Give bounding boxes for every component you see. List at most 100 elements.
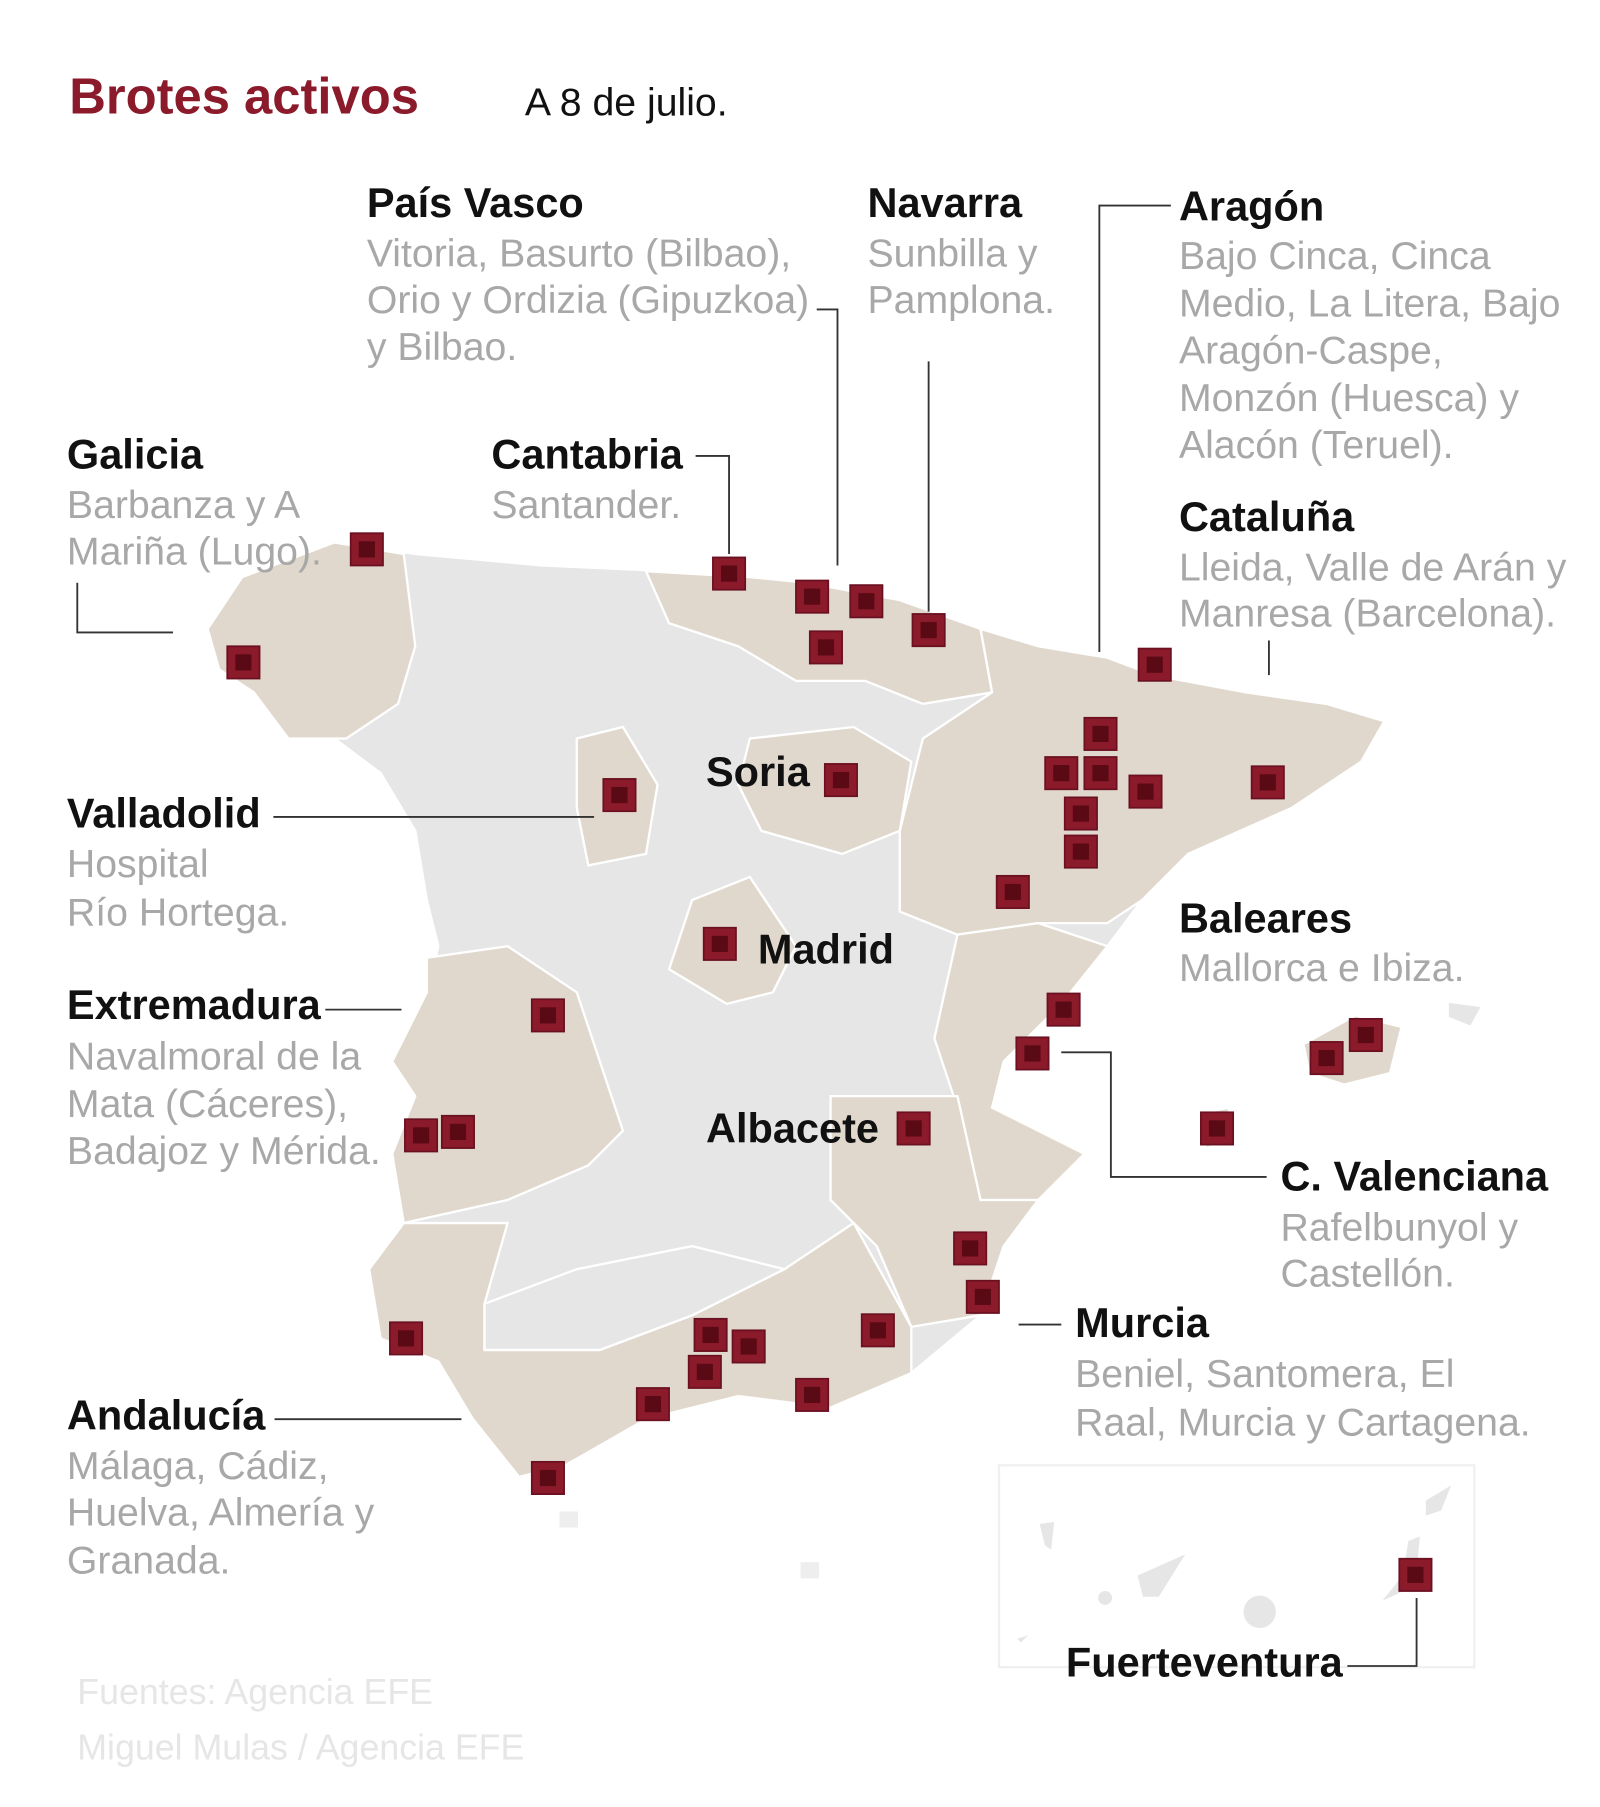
region-detail: y Bilbao.: [367, 325, 517, 369]
label-albacete: Albacete: [706, 1104, 879, 1151]
region-detail: Aragón-Caspe,: [1179, 329, 1443, 373]
region-detail: Navalmoral de la: [67, 1035, 361, 1079]
region-name: C. Valenciana: [1280, 1153, 1549, 1200]
outbreak-marker: [896, 1111, 931, 1146]
outbreak-marker: [226, 645, 261, 680]
melilla: [800, 1562, 820, 1579]
outbreak-marker: [440, 1114, 475, 1149]
outbreak-marker: [693, 1317, 728, 1352]
label-pais-vasco: País Vasco Vitoria, Basurto (Bilbao), Or…: [367, 179, 809, 369]
region-name: Galicia: [67, 431, 204, 478]
region-name: Aragón: [1179, 183, 1324, 230]
region-name: Cantabria: [491, 431, 683, 478]
outbreak-marker: [995, 874, 1030, 909]
region-detail: Lleida, Valle de Arán y: [1179, 546, 1567, 590]
ceuta: [559, 1511, 578, 1528]
region-detail: Bajo Cinca, Cinca: [1179, 234, 1491, 278]
region-detail: Vitoria, Basurto (Bilbao),: [367, 232, 791, 276]
outbreak-marker: [1063, 796, 1098, 831]
source-note: Fuentes: Agencia EFE: [77, 1672, 433, 1712]
region-name: Extremadura: [67, 981, 322, 1028]
region-name: Navarra: [867, 179, 1023, 226]
region-detail: Barbanza y A: [67, 483, 301, 527]
outbreak-marker: [687, 1354, 722, 1389]
region-detail: Medio, La Litera, Bajo: [1179, 281, 1561, 325]
outbreak-marker: [911, 613, 946, 648]
label-galicia: Galicia Barbanza y A Mariña (Lugo).: [67, 431, 322, 574]
credit-note: Miguel Mulas / Agencia EFE: [77, 1727, 524, 1767]
region-detail: Hospital: [67, 842, 209, 886]
region-detail: Mallorca e Ibiza.: [1179, 946, 1465, 990]
outbreak-marker: [1015, 1036, 1050, 1071]
region-detail: Málaga, Cádiz,: [67, 1444, 329, 1488]
label-valenciana: C. Valenciana Rafelbunyol y Castellón.: [1280, 1153, 1549, 1296]
label-fuerteventura: Fuerteventura: [1066, 1638, 1344, 1685]
label-valladolid: Valladolid Hospital Río Hortega.: [67, 789, 289, 934]
outbreak-marker: [349, 532, 384, 567]
label-andalucia: Andalucía Málaga, Cádiz, Huelva, Almería…: [67, 1392, 375, 1583]
region-name: Andalucía: [67, 1392, 266, 1439]
outbreak-marker: [808, 630, 843, 665]
outbreak-marker: [1398, 1557, 1433, 1592]
outbreak-marker: [1044, 756, 1079, 791]
region-detail: Raal, Murcia y Cartagena.: [1075, 1400, 1531, 1444]
outbreak-marker: [731, 1329, 766, 1364]
outbreak-marker: [849, 584, 884, 619]
region-detail: Badajoz y Mérida.: [67, 1129, 381, 1173]
outbreak-marker: [860, 1313, 895, 1348]
region-detail: Castellón.: [1280, 1251, 1454, 1295]
region-detail: Alacón (Teruel).: [1179, 423, 1454, 467]
outbreak-marker: [795, 1377, 830, 1412]
outbreak-marker: [1309, 1041, 1344, 1076]
label-baleares: Baleares Mallorca e Ibiza.: [1179, 894, 1465, 989]
outbreak-marker: [953, 1231, 988, 1266]
outbreak-marker: [702, 926, 737, 961]
outbreak-marker: [823, 763, 858, 798]
label-aragon: Aragón Bajo Cinca, Cinca Medio, La Liter…: [1179, 183, 1561, 468]
region-detail: Pamplona.: [867, 278, 1055, 322]
label-cataluna: Cataluña Lleida, Valle de Arán y Manresa…: [1179, 493, 1567, 636]
outbreak-marker: [602, 778, 637, 813]
region-galicia: [206, 541, 417, 740]
outbreak-marker: [530, 1460, 565, 1495]
label-extremadura: Extremadura Navalmoral de la Mata (Cácer…: [67, 981, 381, 1173]
region-detail: Rafelbunyol y: [1280, 1205, 1518, 1249]
region-name: Valladolid: [67, 789, 261, 836]
region-detail: Beniel, Santomera, El: [1075, 1352, 1454, 1396]
outbreak-marker: [1250, 765, 1285, 800]
label-soria: Soria: [706, 748, 811, 795]
connector-lines: [76, 204, 1418, 1667]
region-name: Murcia: [1075, 1299, 1210, 1346]
region-detail: Manresa (Barcelona).: [1179, 592, 1556, 636]
outbreak-marker: [1063, 834, 1098, 869]
region-detail: Mariña (Lugo).: [67, 529, 322, 573]
outbreak-marker: [635, 1387, 670, 1422]
region-detail: Sunbilla y: [867, 232, 1037, 276]
outbreak-marker: [965, 1279, 1000, 1314]
outbreak-markers: [226, 532, 1433, 1592]
outbreak-marker: [1083, 756, 1118, 791]
outbreak-marker: [1200, 1111, 1235, 1146]
region-detail: Granada.: [67, 1539, 231, 1583]
region-name: Cataluña: [1179, 493, 1355, 540]
region-detail: Río Hortega.: [67, 890, 289, 934]
region-detail: Mata (Cáceres),: [67, 1082, 348, 1126]
region-detail: Santander.: [491, 483, 681, 527]
region-name: Baleares: [1179, 894, 1352, 941]
region-castilla-interior: [483, 1244, 788, 1352]
outbreak-marker: [1046, 992, 1081, 1027]
region-detail: Huelva, Almería y: [67, 1490, 375, 1534]
outbreak-marker: [530, 998, 565, 1033]
region-detail: Monzón (Huesca) y: [1179, 376, 1519, 420]
outbreak-marker: [795, 579, 830, 614]
outbreak-marker: [712, 556, 747, 591]
outbreak-marker: [1083, 716, 1118, 751]
outbreak-marker: [1137, 647, 1172, 682]
map-title: Brotes activos: [69, 67, 419, 124]
outbreak-marker: [1128, 774, 1163, 809]
outbreak-marker: [404, 1118, 439, 1153]
label-navarra: Navarra Sunbilla y Pamplona.: [867, 179, 1055, 322]
region-extremadura: [390, 944, 625, 1225]
region-detail: Orio y Ordizia (Gipuzkoa): [367, 278, 809, 322]
